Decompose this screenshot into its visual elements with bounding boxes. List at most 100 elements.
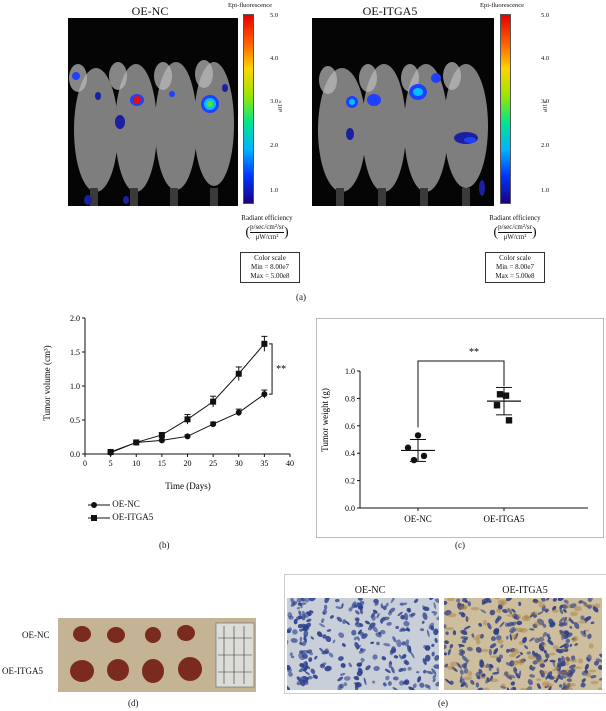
colorbar-tick-left-2: 4.0 — [270, 55, 279, 62]
stain-deposit — [521, 615, 531, 622]
nucleus — [452, 630, 457, 636]
colorbar-tick-left-1: 5.0 — [270, 12, 279, 19]
nucleus — [300, 628, 308, 632]
stain-deposit — [496, 639, 504, 644]
stain-deposit — [510, 650, 521, 655]
stain-deposit — [480, 648, 489, 653]
nucleus — [357, 629, 362, 635]
nucleus — [485, 663, 490, 669]
stain-deposit — [590, 680, 599, 685]
nucleus — [529, 628, 535, 631]
nucleus — [492, 671, 500, 675]
nucleus — [597, 665, 603, 670]
nucleus — [493, 629, 499, 636]
colorbar-left — [243, 14, 254, 204]
nucleus — [509, 626, 515, 633]
nucleus — [563, 616, 567, 623]
nucleus — [372, 654, 378, 660]
stain-deposit — [447, 665, 456, 670]
nucleus — [408, 613, 414, 618]
nucleus — [296, 676, 302, 682]
nucleus — [465, 615, 469, 622]
stain-deposit — [465, 616, 470, 620]
panel-e-right-title: OE-ITGA5 — [502, 585, 548, 596]
data-point — [261, 391, 268, 398]
stain-deposit — [475, 639, 481, 645]
nucleus — [332, 639, 336, 644]
nucleus — [306, 618, 312, 623]
nucleus — [426, 670, 434, 675]
nucleus — [357, 661, 363, 667]
nucleus — [586, 654, 592, 662]
nucleus — [462, 655, 468, 662]
nucleus — [544, 685, 550, 688]
nucleus — [392, 687, 398, 691]
nucleus — [496, 657, 502, 663]
nucleus — [587, 633, 592, 640]
stain-deposit — [470, 606, 480, 611]
chart-marks — [401, 360, 521, 464]
nucleus — [502, 609, 509, 614]
stain-deposit — [462, 676, 473, 680]
nucleus — [322, 609, 328, 615]
stain-deposit — [563, 619, 570, 622]
nucleus — [460, 636, 469, 640]
nucleus — [354, 617, 359, 621]
nucleus — [485, 596, 492, 603]
nucleus — [290, 601, 298, 607]
stain-deposit — [507, 610, 514, 613]
nucleus — [413, 598, 419, 604]
nucleus — [382, 682, 387, 687]
nucleus — [299, 636, 303, 642]
nucleus — [459, 648, 464, 654]
nucleus — [419, 628, 425, 632]
nucleus — [531, 666, 536, 671]
panel-e-left-title: OE-NC — [354, 585, 386, 596]
nucleus — [390, 666, 395, 674]
nucleus — [582, 601, 589, 608]
y-tick-label: 0.2 — [345, 477, 355, 486]
ihc-image-oe-nc — [285, 595, 442, 692]
nucleus — [565, 656, 570, 662]
fluorescence-spots — [346, 73, 485, 196]
nucleus — [337, 676, 344, 682]
nucleus — [372, 680, 376, 684]
nucleus — [370, 641, 375, 644]
nucleus — [538, 636, 545, 642]
stain-deposit — [540, 670, 548, 675]
nucleus — [444, 678, 452, 685]
nucleus — [559, 629, 566, 637]
nucleus — [463, 668, 469, 674]
stain-deposit — [588, 643, 594, 649]
nucleus — [297, 623, 303, 629]
data-point — [210, 421, 217, 428]
nucleus — [478, 622, 483, 627]
nucleus — [515, 654, 521, 659]
nucleus — [356, 602, 364, 609]
nucleus — [365, 665, 371, 671]
stain-deposit — [494, 597, 500, 600]
panel-e-label: (e) — [438, 698, 448, 708]
nucleus — [290, 655, 295, 659]
nucleus — [342, 619, 346, 624]
nucleus — [529, 674, 536, 678]
stain-deposit — [541, 643, 546, 647]
nucleus — [376, 641, 380, 646]
panel-d-label: (d) — [128, 698, 139, 708]
nucleus — [558, 616, 565, 624]
nucleus — [303, 637, 306, 641]
nucleus — [328, 652, 334, 658]
stain-deposit — [497, 599, 508, 606]
stain-deposit — [506, 614, 517, 617]
fluorescence-spots — [72, 72, 228, 205]
x-tick-label: OE-NC — [404, 514, 432, 524]
nucleus — [434, 638, 438, 643]
imaging-photo-oe-nc — [68, 18, 238, 206]
nucleus — [431, 651, 435, 657]
y-tick-label: 0.0 — [70, 450, 80, 459]
panel-c-frame — [316, 318, 604, 538]
data-point — [410, 456, 418, 464]
nucleus — [496, 667, 500, 673]
nucleus — [451, 666, 458, 672]
nucleus — [532, 613, 537, 618]
